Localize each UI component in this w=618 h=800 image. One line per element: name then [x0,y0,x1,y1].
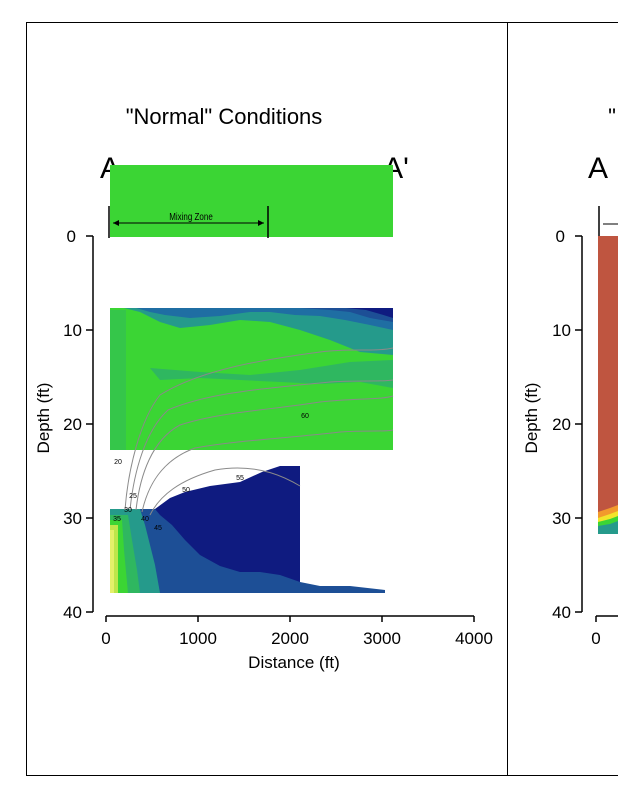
panel-2-y-axis [575,236,582,612]
contour-label: 30 [124,507,132,514]
y-tick-label: 40 [63,603,82,622]
panel-2-zone-marker [599,206,618,236]
contour-label: 60 [301,413,309,420]
panel-2-section-start: A [588,152,608,185]
panel-2-x-axis [596,616,618,622]
x-tick-label: 1000 [179,629,217,648]
x-axis-label: Distance (ft) [248,653,340,672]
x-tick-label: 3000 [363,629,401,648]
contour-label: 50 [182,487,190,494]
panel-2-y-axis-label: Depth (ft) [522,383,541,454]
x-tick-label: 0 [101,629,110,648]
y-tick-label: 30 [552,509,571,528]
contour-label: 45 [154,525,162,532]
contour-label: 35 [113,516,121,523]
y-axis-label: Depth (ft) [34,383,53,454]
y-tick-label: 0 [556,227,565,246]
panel-2-y-tick-labels: 0 10 20 30 40 [552,227,571,622]
y-tick-label: 20 [63,415,82,434]
mixing-zone-label: Mixing Zone [169,211,213,222]
y-tick-label: 10 [552,321,571,340]
x-tick-labels: 0 1000 2000 3000 4000 [101,629,493,648]
surface-layer [110,165,393,237]
contour-label: 40 [141,516,149,523]
x-tick-label: 2000 [271,629,309,648]
heatmap-upper [110,308,393,450]
panel-1-title: "Normal" Conditions [126,104,323,129]
figure: "Normal" Conditions A A' Mixing Zone [0,0,618,800]
contour-label: 55 [236,475,244,482]
y-tick-label: 10 [63,321,82,340]
y-tick-label: 40 [552,603,571,622]
y-tick-label: 30 [63,509,82,528]
x-tick-label: 4000 [455,629,493,648]
panel-2-title: " [608,104,616,129]
contour-label: 20 [114,459,122,466]
contour-label: 25 [129,493,137,500]
x-tick-label: 0 [591,629,600,648]
x-axis [106,616,474,622]
y-tick-label: 20 [552,415,571,434]
y-tick-label: 0 [67,227,76,246]
panel-2-heatmap [598,236,618,534]
y-tick-labels: 0 10 20 30 40 [63,227,82,622]
y-axis [86,236,93,612]
